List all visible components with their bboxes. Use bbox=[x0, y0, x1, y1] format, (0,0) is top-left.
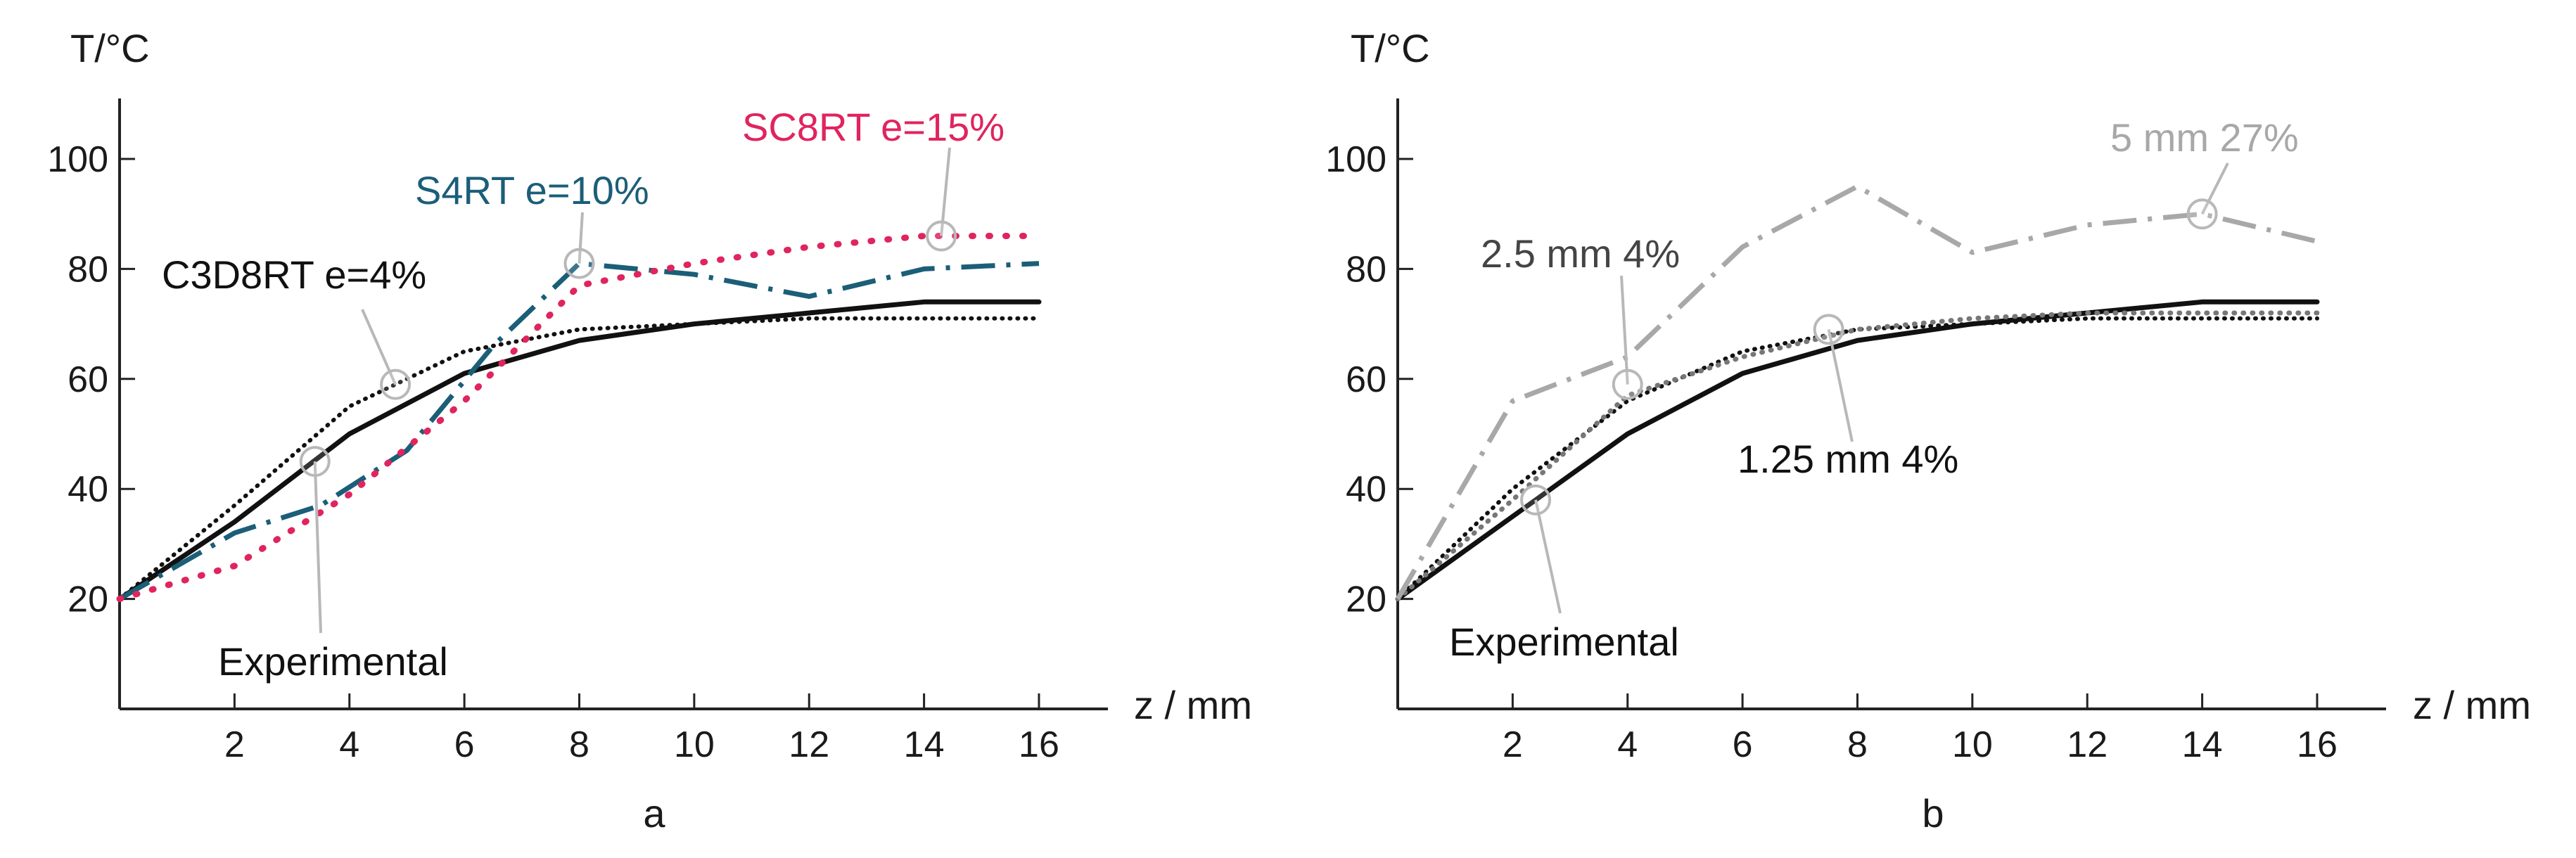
annotation-label: 2.5 mm 4% bbox=[1481, 231, 1680, 276]
x-tick-label: 2 bbox=[1503, 724, 1523, 765]
y-tick-label: 20 bbox=[68, 580, 108, 620]
x-tick-label: 10 bbox=[1952, 724, 1993, 765]
annotation-label: S4RT e=10% bbox=[415, 168, 649, 212]
y-tick-label: 40 bbox=[68, 469, 108, 510]
x-tick-label: 6 bbox=[454, 724, 475, 765]
y-tick-label: 80 bbox=[1346, 249, 1386, 290]
x-tick-label: 8 bbox=[569, 724, 589, 765]
x-axis-label: z / mm bbox=[1134, 683, 1252, 727]
x-tick-label: 2 bbox=[224, 724, 245, 765]
y-tick-label: 100 bbox=[47, 139, 108, 180]
x-tick-label: 14 bbox=[904, 724, 945, 765]
annotation-label: SC8RT e=15% bbox=[742, 105, 1005, 149]
series-line-experimental bbox=[1395, 299, 2320, 602]
y-tick-label: 80 bbox=[68, 249, 108, 290]
chart-panel-b: T/°C z / mm b 2 4 6 8 10 12 14 16 20 40 60 80 100 5 m… bbox=[1325, 26, 2531, 835]
panel-label: a bbox=[643, 791, 665, 835]
y-axis-label: T/°C bbox=[70, 26, 150, 70]
series-line-s4rt-e-10 bbox=[118, 261, 1040, 601]
y-tick-label: 100 bbox=[1325, 139, 1386, 180]
y-tick-label: 40 bbox=[1346, 469, 1386, 510]
series-line-sc8rt-e-15 bbox=[116, 233, 1042, 603]
x-tick-label: 12 bbox=[2067, 724, 2108, 765]
annotation-marker bbox=[563, 248, 595, 279]
annotation-leader bbox=[2200, 162, 2229, 215]
annotation-label: 5 mm 27% bbox=[2110, 115, 2299, 160]
annotation-label: C3D8RT e=4% bbox=[162, 252, 426, 297]
annotation-label: 1.25 mm 4% bbox=[1737, 437, 1958, 481]
x-axis-label: z / mm bbox=[2413, 683, 2531, 727]
y-tick-label: 20 bbox=[1346, 580, 1386, 620]
annotation-leader bbox=[1620, 275, 1629, 385]
annotation-marker bbox=[299, 446, 331, 478]
x-tick-label: 12 bbox=[789, 724, 829, 765]
series-line-1-25-mm-4 bbox=[1396, 316, 2319, 601]
annotation-leader bbox=[313, 461, 322, 634]
annotation-marker bbox=[1520, 484, 1552, 516]
x-tick-label: 6 bbox=[1733, 724, 1753, 765]
x-tick-label: 16 bbox=[2297, 724, 2338, 765]
annotation-leader bbox=[1827, 329, 1854, 442]
x-tick-label: 10 bbox=[674, 724, 715, 765]
panel-label: b bbox=[1922, 791, 1944, 835]
x-tick-label: 16 bbox=[1019, 724, 1059, 765]
series-line-c3d8rt-e-4 bbox=[117, 316, 1041, 601]
series-line-5-mm-27 bbox=[1395, 184, 2318, 601]
x-tick-label: 8 bbox=[1847, 724, 1868, 765]
annotation-marker bbox=[926, 220, 957, 252]
annotation-label: Experimental bbox=[1449, 620, 1679, 664]
annotation-marker bbox=[1612, 369, 1643, 400]
annotation-label: Experimental bbox=[218, 639, 448, 684]
annotation-marker bbox=[2186, 198, 2218, 230]
chart-panel-a: T/°C z / mm a 2 4 6 8 10 12 14 16 20 40 60 80 100 SC8… bbox=[47, 26, 1252, 835]
annotation-leader bbox=[1534, 499, 1562, 614]
annotation-marker bbox=[380, 369, 412, 400]
x-tick-label: 4 bbox=[339, 724, 359, 765]
y-axis-label: T/°C bbox=[1351, 26, 1430, 70]
series-line-2-5-mm-4 bbox=[1395, 310, 2320, 602]
x-tick-label: 14 bbox=[2182, 724, 2223, 765]
y-tick-label: 60 bbox=[68, 359, 108, 400]
x-tick-label: 4 bbox=[1617, 724, 1638, 765]
series-line-experimental bbox=[117, 299, 1042, 602]
annotation-marker bbox=[1813, 314, 1844, 345]
y-tick-label: 60 bbox=[1346, 359, 1386, 400]
annotation-leader bbox=[578, 212, 584, 264]
